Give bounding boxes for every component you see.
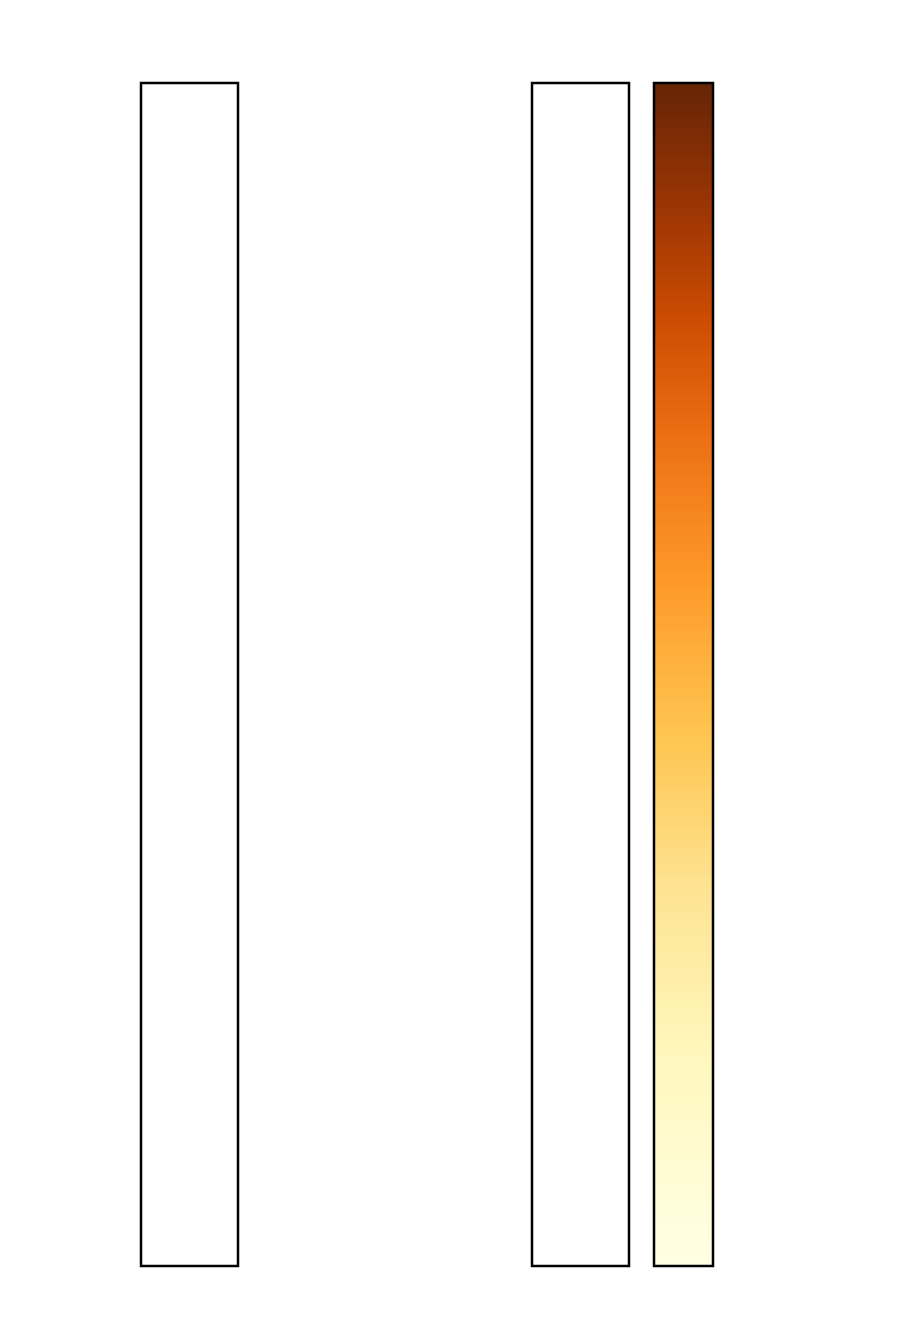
discovered-coefficients-panel — [530, 81, 631, 1268]
colorbar-frame — [652, 81, 715, 1268]
colorbar — [652, 81, 715, 1268]
colorbar-gradient — [654, 83, 713, 1266]
true-coefficients-panel — [139, 81, 240, 1268]
true-coefficients-frame — [139, 81, 240, 1268]
discovered-coefficients-frame — [530, 81, 631, 1268]
